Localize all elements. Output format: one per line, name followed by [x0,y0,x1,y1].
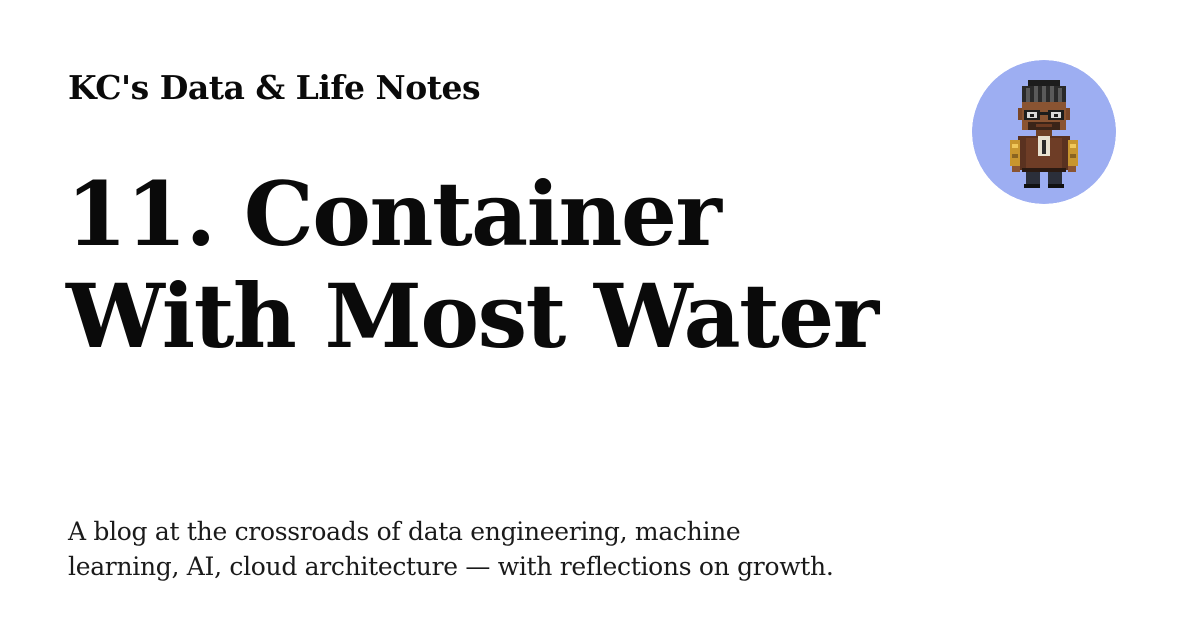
post-title-line-2: With Most Water [66,264,879,368]
pixel-character-avatar-icon [972,60,1116,204]
post-title-line-1: 11. Container [66,162,722,266]
blog-tagline: A blog at the crossroads of data enginee… [68,514,968,584]
tagline-line-1: A blog at the crossroads of data enginee… [68,517,741,546]
avatar [972,60,1116,204]
tagline-line-2: learning, AI, cloud architecture — with … [68,552,834,581]
site-name: KC's Data & Life Notes [68,68,481,107]
post-title: 11. Container With Most Water [66,163,926,367]
